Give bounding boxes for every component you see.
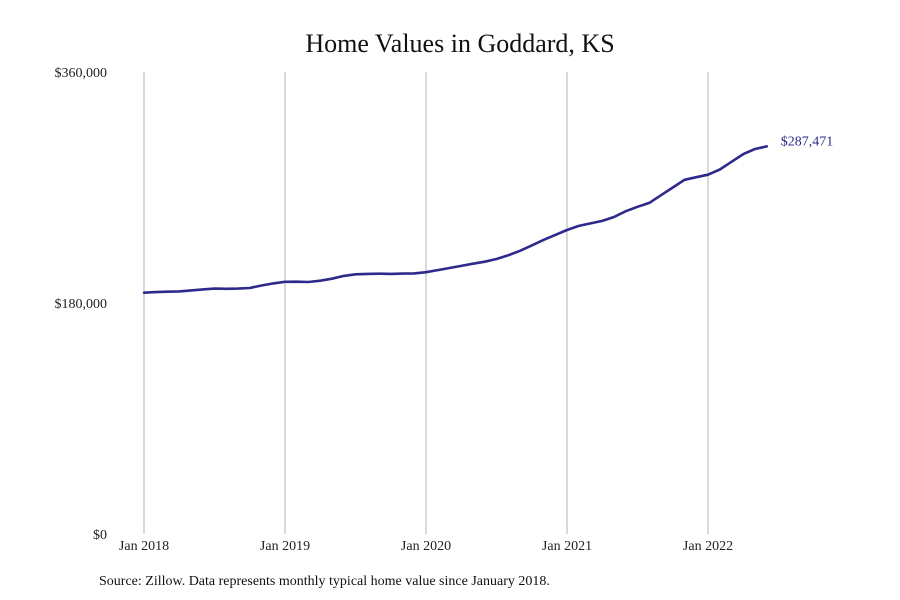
x-tick-label: Jan 2019 <box>260 539 310 554</box>
y-tick-label: $180,000 <box>55 297 108 312</box>
series-layer: $287,471 <box>142 134 834 294</box>
x-tick-label: Jan 2020 <box>401 539 451 554</box>
series-line <box>142 145 769 294</box>
y-tick-label: $0 <box>93 528 107 543</box>
end-value-label: $287,471 <box>781 134 834 149</box>
y-tick-label: $360,000 <box>55 66 108 81</box>
x-axis-labels: Jan 2018 Jan 2019 Jan 2020 Jan 2021 Jan 2022 <box>119 539 733 554</box>
x-tick-label: Jan 2018 <box>119 539 169 554</box>
source-note: Source: Zillow. Data represents monthly … <box>99 574 550 589</box>
x-tick-label: Jan 2021 <box>542 539 592 554</box>
x-tick-label: Jan 2022 <box>683 539 733 554</box>
chart-title: Home Values in Goddard, KS <box>305 29 614 58</box>
gridlines <box>143 72 709 534</box>
y-axis-labels: $0 $180,000 $360,000 <box>55 66 108 543</box>
